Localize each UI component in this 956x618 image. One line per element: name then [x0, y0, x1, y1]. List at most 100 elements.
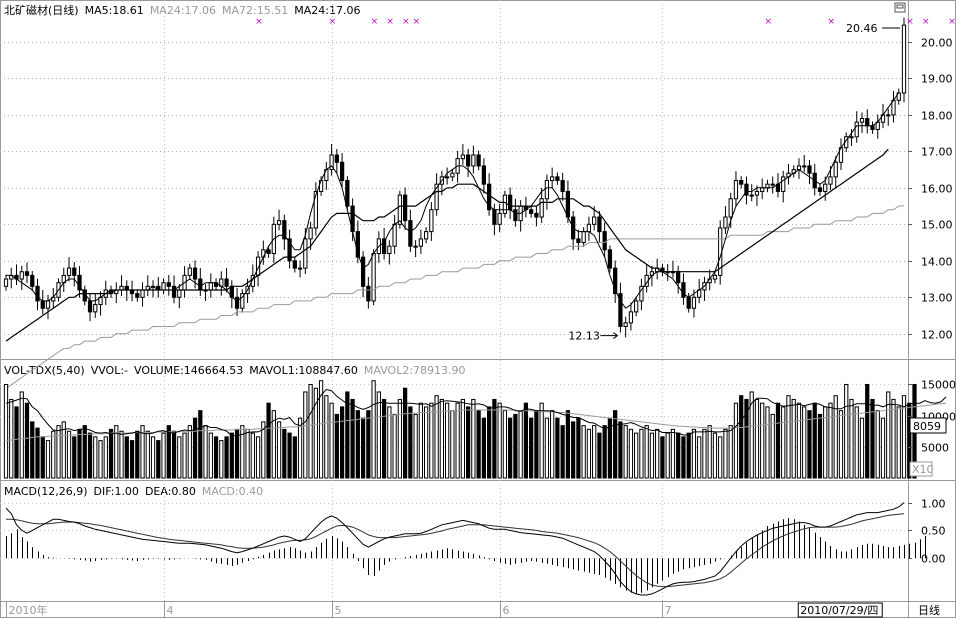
volume-bar-down — [817, 413, 823, 479]
cursor-date-box — [797, 602, 883, 618]
volume-bar-up — [219, 440, 224, 479]
volume-bar-down — [865, 383, 870, 479]
volume-panel — [3, 380, 947, 479]
volume-tick-label: 5000 — [921, 442, 949, 455]
volume-bar-up — [413, 413, 418, 479]
mavol2-line — [5, 402, 947, 442]
candle-down — [345, 180, 350, 207]
volume-bar-up — [901, 395, 907, 479]
candle-up — [303, 238, 308, 269]
volume-bar-up — [455, 402, 460, 479]
volume-bar-down — [807, 410, 812, 479]
candle-up — [592, 216, 597, 225]
volume-bar-down — [681, 436, 686, 479]
candle-down — [597, 216, 602, 233]
candle-up — [429, 209, 434, 233]
candle-up — [628, 311, 634, 324]
volume-bar-up — [397, 398, 402, 479]
volume-bar-down — [576, 417, 581, 479]
volume-bar-up — [250, 432, 255, 479]
volume-bar-up — [697, 436, 702, 479]
volume-bar-up — [765, 406, 770, 479]
volume-bar-up — [66, 430, 72, 479]
month-label: 4 — [167, 604, 174, 617]
candle-up — [728, 198, 733, 218]
candle-down — [618, 293, 623, 327]
volume-bar-down — [124, 436, 129, 479]
candle-down — [171, 285, 177, 298]
candle-up — [859, 118, 865, 123]
low-price-arrowhead — [613, 332, 619, 339]
candle-down — [508, 194, 513, 211]
volume-bar-up — [150, 436, 156, 479]
volume-bar-up — [187, 425, 192, 479]
volume-bar-down — [24, 402, 30, 479]
mavol1-line — [5, 388, 947, 437]
candle-up — [497, 212, 502, 225]
volume-unit-label: X10 — [912, 463, 934, 476]
volume-bar-down — [402, 387, 408, 479]
candle-down — [234, 296, 240, 309]
volume-bar-down — [266, 402, 271, 479]
volume-bar-up — [177, 436, 182, 479]
volume-bar-up — [754, 398, 760, 479]
candle-up — [471, 154, 476, 167]
candle-up — [760, 187, 765, 192]
candle-up — [297, 267, 303, 270]
candle-up — [802, 165, 807, 168]
volume-bar-up — [203, 425, 208, 479]
volume-current-label: 8059 — [913, 420, 941, 433]
volume-bar-down — [408, 406, 413, 479]
volume-bar-up — [649, 432, 655, 479]
volume-bar-down — [739, 395, 744, 479]
indicator-label: MA24:17.06 — [294, 4, 361, 17]
volume-bar-down — [555, 417, 560, 479]
volume-bar-up — [886, 391, 891, 479]
volume-bar-up — [51, 430, 56, 479]
indicator-label: VVOL:- — [90, 364, 129, 377]
volume-bar-up — [896, 406, 901, 479]
signal-marker: × — [386, 17, 394, 27]
volume-bar-down — [171, 430, 177, 479]
candle-up — [371, 252, 376, 302]
volume-tick-label: 15000 — [921, 379, 956, 392]
volume-bar-up — [119, 430, 124, 479]
price-tick-label: 17.00 — [921, 146, 953, 159]
candle-down — [40, 300, 45, 309]
candle-up — [765, 183, 770, 189]
volume-bar-up — [880, 417, 886, 479]
volume-bar-up — [182, 432, 187, 479]
candle-down — [366, 285, 371, 302]
candle-up — [833, 161, 838, 178]
indicator-label: MACD:0.40 — [201, 485, 264, 498]
candle-down — [555, 176, 560, 182]
candle-up — [723, 216, 728, 229]
volume-bar-down — [77, 428, 82, 479]
ma24-line — [5, 148, 889, 342]
volume-bar-down — [492, 398, 497, 479]
volume-bar-down — [14, 406, 19, 479]
candle-up — [413, 245, 418, 248]
month-label: 6 — [503, 604, 510, 617]
candle-down — [35, 285, 40, 302]
volume-bar-up — [592, 425, 597, 479]
volume-bar-down — [213, 436, 219, 479]
period-tab[interactable]: 日线 — [918, 603, 940, 617]
volume-bar-down — [292, 436, 297, 479]
candle-up — [849, 136, 854, 139]
volume-bar-down — [513, 413, 518, 479]
candle-down — [602, 231, 607, 251]
volume-bar-up — [733, 402, 739, 479]
candle-down — [224, 278, 229, 287]
volume-bar-up — [665, 432, 670, 479]
volume-bar-up — [392, 413, 397, 479]
candle-down — [560, 180, 565, 192]
candle-up — [161, 282, 166, 291]
volume-bar-down — [350, 398, 355, 479]
volume-bar-down — [192, 417, 198, 479]
volume-bar-up — [539, 402, 544, 479]
candle-down — [72, 267, 77, 276]
price-tick-label: 18.00 — [921, 110, 953, 123]
volume-bar-up — [276, 421, 282, 479]
